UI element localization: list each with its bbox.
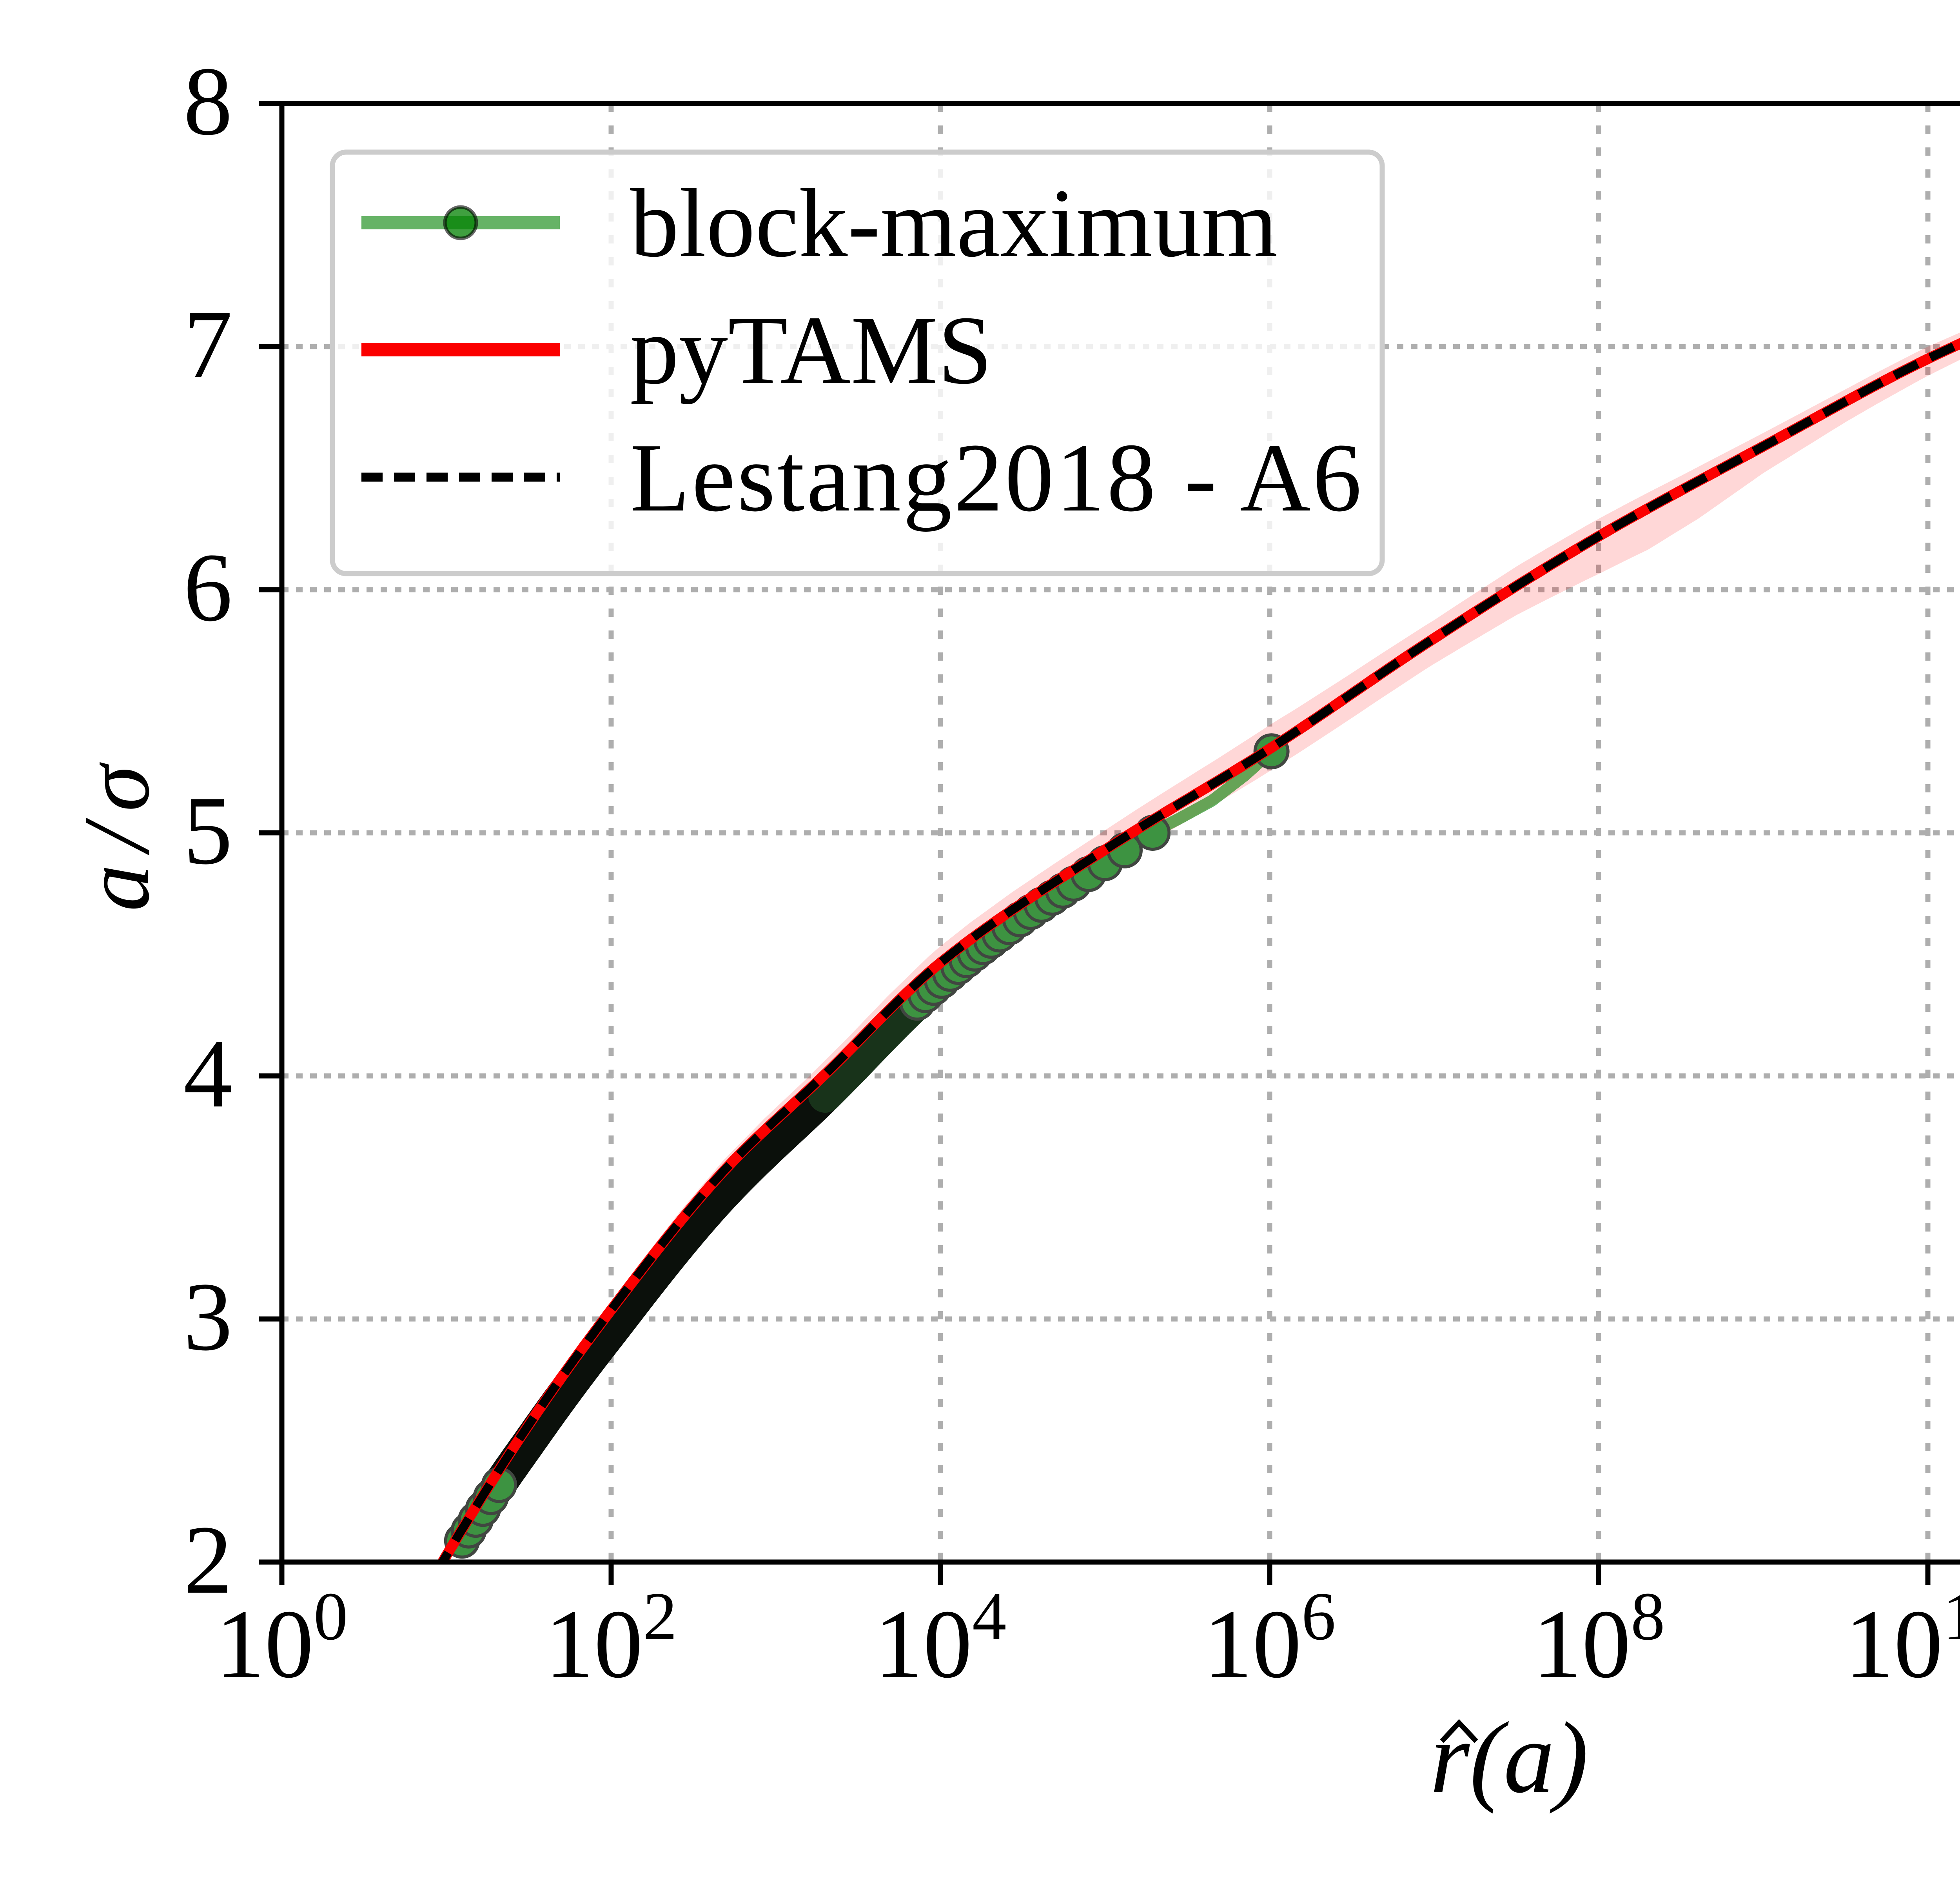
svg-text:8: 8 [1631,1578,1665,1654]
svg-text:2: 2 [643,1578,677,1654]
svg-text:0: 0 [314,1578,348,1654]
svg-text:6: 6 [1301,1578,1336,1654]
svg-text:8: 8 [183,47,232,156]
svg-text:10: 10 [216,1590,314,1699]
svg-text:10: 10 [1533,1590,1631,1699]
svg-text:pyTAMS: pyTAMS [630,296,993,405]
svg-text:r(a): r(a) [1430,1701,1588,1814]
svg-text:10: 10 [1203,1590,1301,1699]
svg-text:Lestang2018 - A6: Lestang2018 - A6 [630,423,1363,532]
svg-text:5: 5 [183,776,232,885]
svg-text:10: 10 [874,1590,972,1699]
svg-text:10: 10 [1845,1590,1943,1699]
svg-text:4: 4 [183,1019,232,1128]
svg-text:3: 3 [183,1263,232,1371]
svg-text:10: 10 [1943,1578,1960,1654]
svg-text:7: 7 [183,290,232,399]
svg-text:4: 4 [972,1578,1007,1654]
svg-text:6: 6 [183,533,232,642]
svg-text:2: 2 [183,1506,232,1614]
svg-text:10: 10 [545,1590,643,1699]
svg-text:a/σ: a/σ [64,752,169,911]
svg-text:block-maximum: block-maximum [630,169,1278,278]
